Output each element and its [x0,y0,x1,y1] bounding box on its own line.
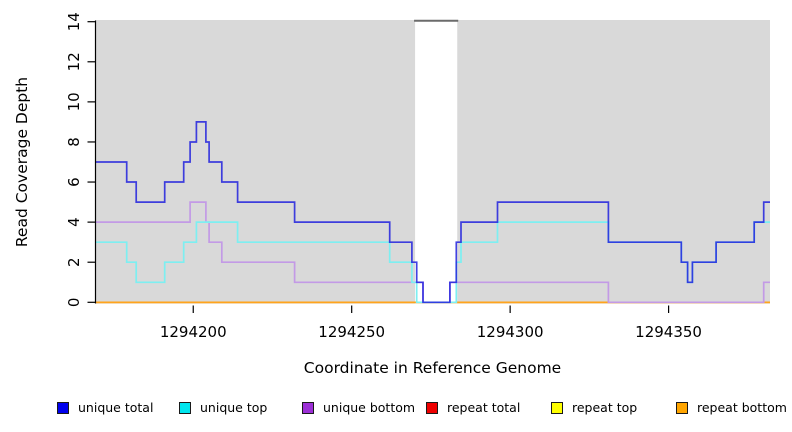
x-tick-label: 1294300 [477,323,544,341]
y-tick-label: 2 [65,257,83,267]
legend-item-unique-total: unique total [57,401,153,414]
legend-item-repeat-total: repeat total [426,401,520,414]
y-tick-label: 4 [65,217,83,227]
legend-item-repeat-bottom: repeat bottom [676,401,787,414]
legend-swatch-unique-bottom [302,401,314,414]
legend-item-unique-bottom: unique bottom [302,401,415,414]
legend-swatch-repeat-total [426,401,438,414]
legend-label: repeat top [572,400,638,415]
coverage-gap [415,21,458,304]
y-tick-label: 14 [65,12,83,31]
legend-swatch-repeat-bottom [676,401,688,414]
legend-item-repeat-top: repeat top [551,401,637,414]
series-line-unique-bottom [95,201,770,304]
x-tick-label: 1294350 [635,323,702,341]
y-tick-label: 6 [65,177,83,187]
legend-swatch-repeat-top [551,401,563,414]
legend-label: unique bottom [323,400,416,415]
x-tick-label: 1294250 [318,323,385,341]
y-axis-title: Read Coverage Depth [13,77,31,247]
legend-swatch-unique-total [57,401,69,414]
coverage-plot: 0 2 4 6 8 10 12 14 1294200 1294250 1294300 1294350 C… [13,12,770,377]
legend-item-unique-top: unique top [179,401,267,414]
legend-label: repeat bottom [697,400,787,415]
x-axis-title: Coordinate in Reference Genome [304,359,561,377]
y-tick-label: 8 [65,137,83,147]
legend-label: unique total [78,400,154,415]
legend-label: unique top [200,400,268,415]
series-line-unique-total [95,121,770,304]
y-tick-label: 0 [65,298,83,308]
y-tick-label: 10 [65,92,83,111]
y-tick-label: 12 [65,52,83,71]
legend: unique total unique top unique bottom re… [0,398,792,420]
x-tick-label: 1294200 [160,323,227,341]
legend-label: repeat total [447,400,521,415]
legend-swatch-unique-top [179,401,191,414]
